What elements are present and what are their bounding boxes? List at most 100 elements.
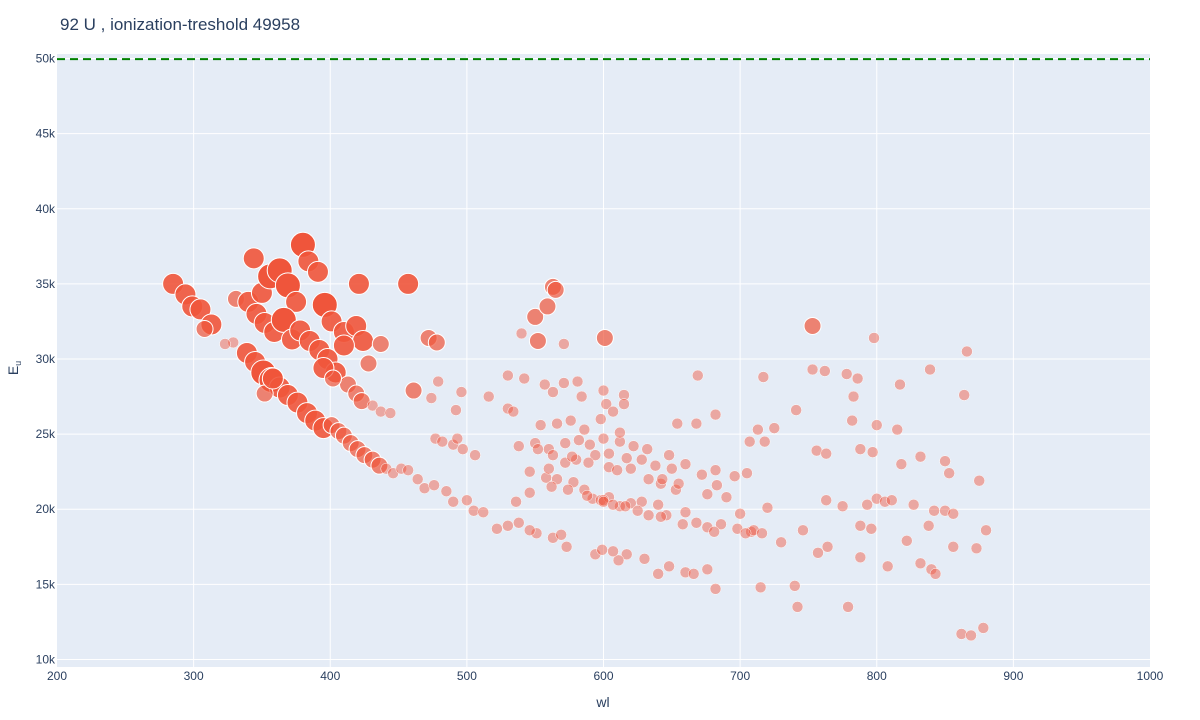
data-point xyxy=(701,521,714,534)
data-point xyxy=(663,560,675,573)
y-tick-label: 15k xyxy=(36,577,56,591)
data-point xyxy=(532,443,544,455)
data-point xyxy=(861,498,873,511)
data-point xyxy=(655,511,667,523)
data-point xyxy=(679,458,692,470)
data-point xyxy=(768,422,781,434)
x-tick-label: 300 xyxy=(184,669,204,683)
data-point xyxy=(581,489,593,502)
data-point xyxy=(958,389,970,401)
x-tick-label: 1000 xyxy=(1137,669,1164,683)
y-axis-title-sub: u xyxy=(13,361,23,366)
data-point xyxy=(614,435,626,448)
data-point xyxy=(711,479,723,491)
data-point xyxy=(491,523,503,535)
data-point xyxy=(641,443,653,455)
data-point xyxy=(618,389,630,401)
data-point xyxy=(306,260,329,283)
data-point xyxy=(851,372,864,385)
data-point xyxy=(570,453,582,466)
x-axis-title: wl xyxy=(595,694,609,710)
data-point xyxy=(545,480,558,493)
data-point xyxy=(638,553,651,565)
data-point xyxy=(589,548,602,561)
data-point xyxy=(539,378,551,391)
data-point xyxy=(820,494,832,506)
data-point xyxy=(560,541,573,553)
data-point xyxy=(559,456,571,469)
data-point xyxy=(819,365,831,377)
data-point xyxy=(384,407,397,419)
data-point xyxy=(708,526,720,538)
data-point xyxy=(427,333,446,352)
data-point xyxy=(402,464,414,476)
data-point xyxy=(467,504,480,517)
data-point xyxy=(447,495,459,508)
y-tick-label: 20k xyxy=(36,502,56,516)
y-tick-label: 40k xyxy=(36,202,56,216)
data-point xyxy=(555,529,567,541)
data-point xyxy=(559,437,571,449)
data-point xyxy=(757,371,770,383)
data-point xyxy=(790,404,802,416)
data-point xyxy=(482,390,495,403)
data-point xyxy=(195,319,214,338)
data-point xyxy=(425,392,438,404)
data-point xyxy=(879,495,891,508)
data-point xyxy=(709,464,722,476)
data-point xyxy=(671,417,684,430)
data-point xyxy=(451,432,464,445)
data-point xyxy=(530,527,543,540)
data-point xyxy=(709,583,722,595)
data-point xyxy=(701,488,714,500)
x-tick-label: 600 xyxy=(593,669,613,683)
data-point xyxy=(597,384,610,397)
x-tick-label: 400 xyxy=(320,669,340,683)
data-point xyxy=(543,462,555,475)
data-point xyxy=(620,452,633,464)
y-tick-label: 30k xyxy=(36,352,56,366)
data-point xyxy=(854,443,867,455)
data-point xyxy=(895,458,908,470)
data-point xyxy=(642,473,655,485)
data-point xyxy=(455,386,468,398)
data-point xyxy=(676,518,689,531)
y-tick-label: 35k xyxy=(36,277,56,291)
data-point xyxy=(922,520,935,532)
data-point xyxy=(820,447,832,460)
data-point xyxy=(734,508,746,520)
data-point xyxy=(907,498,920,511)
data-point xyxy=(371,334,390,353)
data-point xyxy=(886,494,898,506)
data-point xyxy=(589,449,602,461)
data-point xyxy=(562,483,574,496)
data-point xyxy=(597,495,610,508)
data-point xyxy=(925,563,938,576)
gridlines xyxy=(57,54,1150,667)
data-point xyxy=(428,479,440,491)
data-point xyxy=(741,467,753,479)
data-point xyxy=(663,449,675,461)
data-point xyxy=(752,423,764,436)
data-point xyxy=(687,568,700,580)
data-point xyxy=(607,498,619,511)
data-point xyxy=(526,307,545,326)
data-point xyxy=(943,467,955,479)
data-point xyxy=(375,405,387,418)
data-point xyxy=(595,328,614,347)
data-point xyxy=(518,372,531,385)
data-point xyxy=(666,462,678,475)
data-point xyxy=(901,535,913,547)
data-point xyxy=(652,568,664,580)
data-point xyxy=(980,524,992,537)
data-point xyxy=(854,520,867,532)
data-point xyxy=(947,508,960,520)
data-point xyxy=(854,551,867,564)
data-point xyxy=(380,462,393,475)
data-point xyxy=(690,417,703,430)
data-point xyxy=(523,465,536,478)
data-point xyxy=(558,377,570,389)
data-point xyxy=(715,518,727,531)
data-point xyxy=(656,473,668,485)
data-point xyxy=(614,426,626,439)
